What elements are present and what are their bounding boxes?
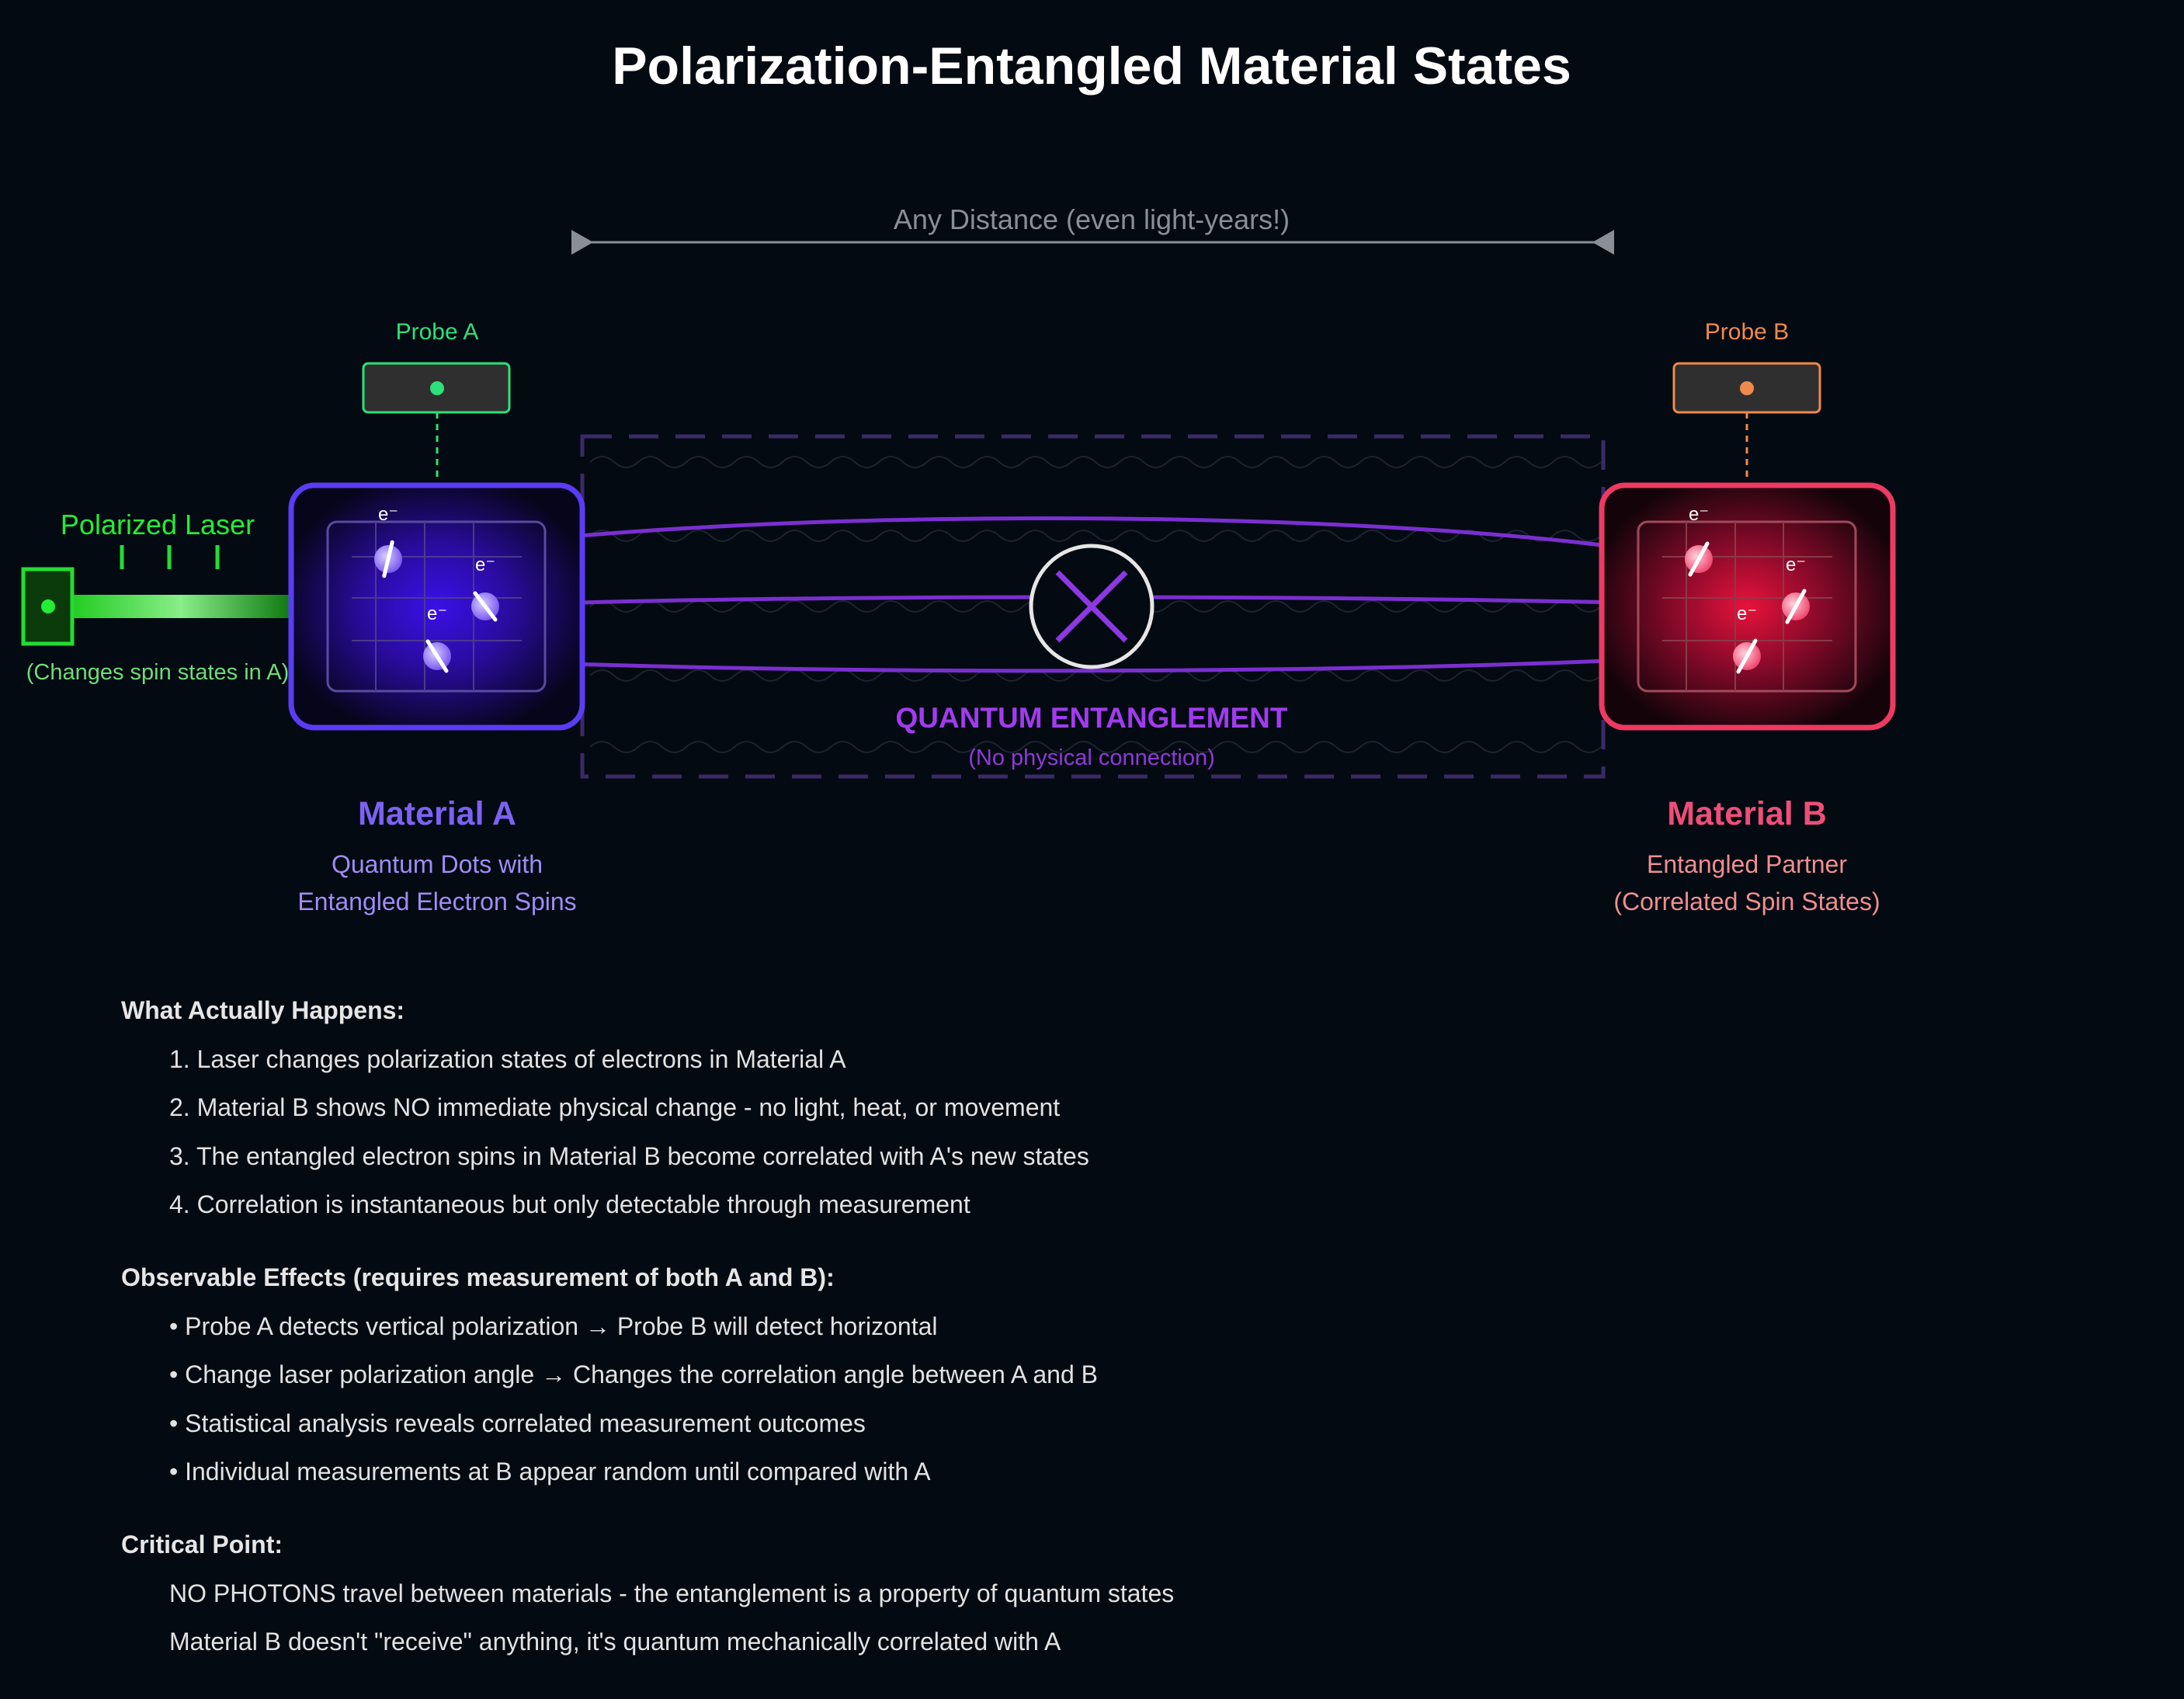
probe-b: Probe B xyxy=(1672,319,1821,481)
material-b-box: e⁻ e⁻ e⁻ xyxy=(1599,482,1896,731)
wave-line xyxy=(589,741,1602,753)
material-a-line1: Quantum Dots with xyxy=(332,850,543,878)
probe-b-indicator-icon xyxy=(1740,381,1754,395)
observable-item: • Probe A detects vertical polarization … xyxy=(169,1312,937,1340)
wave-line xyxy=(589,530,1602,542)
observable-item: • Statistical analysis reveals correlate… xyxy=(169,1409,866,1437)
entanglement-subtitle: (No physical connection) xyxy=(968,745,1215,770)
laser-note: (Changes spin states in A) xyxy=(26,660,290,685)
entanglement-cross-icon xyxy=(1029,544,1154,669)
wave-line xyxy=(589,669,1602,682)
material-a-title: Material A xyxy=(358,795,516,832)
material-b-title: Material B xyxy=(1667,795,1827,832)
distance-indicator: Any Distance (even light-years!) xyxy=(571,203,1614,255)
electron-a3: e⁻ xyxy=(423,603,451,673)
electron-label: e⁻ xyxy=(475,554,495,575)
critical-item: NO PHOTONS travel between materials - th… xyxy=(169,1579,1174,1607)
what-happens-item: 3. The entangled electron spins in Mater… xyxy=(169,1142,1089,1170)
wave-line xyxy=(589,456,1602,468)
probe-b-label: Probe B xyxy=(1705,319,1789,345)
laser-beam xyxy=(72,595,290,618)
probe-a: Probe A xyxy=(362,319,511,481)
probe-a-indicator-icon xyxy=(430,381,444,395)
critical-item: Material B doesn't "receive" anything, i… xyxy=(169,1628,1061,1656)
what-happens-item: 2. Material B shows NO immediate physica… xyxy=(169,1093,1060,1121)
electron-label: e⁻ xyxy=(378,504,398,525)
entanglement-title: QUANTUM ENTANGLEMENT xyxy=(896,702,1288,734)
observable-item: • Individual measurements at B appear ra… xyxy=(169,1458,931,1485)
distance-label: Any Distance (even light-years!) xyxy=(894,203,1290,235)
explanation: What Actually Happens: 1. Laser changes … xyxy=(121,996,1174,1656)
electron-label: e⁻ xyxy=(1737,603,1757,624)
probe-a-label: Probe A xyxy=(396,319,479,345)
electron-a1: e⁻ xyxy=(374,504,402,578)
electron-label: e⁻ xyxy=(1689,504,1709,525)
electron-b2: e⁻ xyxy=(1782,554,1810,624)
what-happens-heading: What Actually Happens: xyxy=(121,996,405,1024)
laser-label: Polarized Laser xyxy=(61,509,255,540)
material-b-line2: (Correlated Spin States) xyxy=(1613,888,1880,916)
electron-a2: e⁻ xyxy=(471,554,499,622)
observable-item: • Change laser polarization angle → Chan… xyxy=(169,1360,1098,1388)
page-title: Polarization-Entangled Material States xyxy=(612,36,1571,96)
laser-emitter-icon xyxy=(21,567,75,646)
electron-label: e⁻ xyxy=(1786,554,1806,575)
material-a-line2: Entangled Electron Spins xyxy=(297,888,576,916)
what-happens-item: 4. Correlation is instantaneous but only… xyxy=(169,1190,970,1218)
what-happens-item: 1. Laser changes polarization states of … xyxy=(169,1045,846,1073)
polarized-laser: Polarized Laser (Changes spin states in … xyxy=(21,509,290,685)
electron-b3: e⁻ xyxy=(1733,603,1761,674)
electron-b1: e⁻ xyxy=(1685,504,1713,577)
entanglement-line-3 xyxy=(438,651,1748,673)
electron-label: e⁻ xyxy=(427,603,447,624)
observable-heading: Observable Effects (requires measurement… xyxy=(121,1263,835,1291)
critical-heading: Critical Point: xyxy=(121,1530,283,1558)
material-b-line1: Entangled Partner xyxy=(1647,850,1847,878)
material-a-box: e⁻ e⁻ e⁻ xyxy=(288,482,585,731)
